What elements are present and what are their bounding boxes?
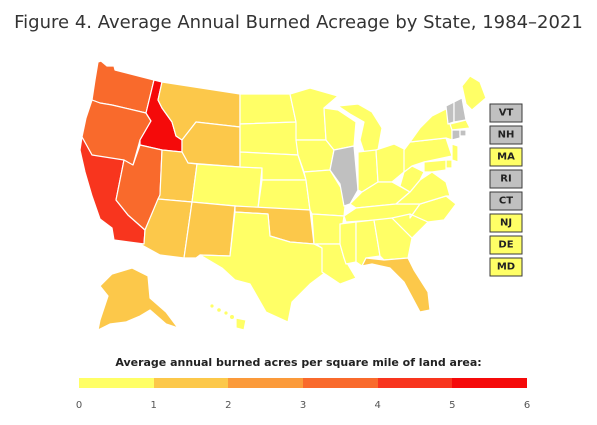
small-state-label: DE: [498, 240, 513, 251]
small-state-label: MA: [497, 152, 515, 163]
small-state-box-CT[interactable]: CT: [489, 191, 523, 211]
chart-title: Figure 4. Average Annual Burned Acreage …: [14, 12, 583, 33]
legend-seg: [377, 378, 453, 388]
state-FL[interactable]: [361, 257, 431, 313]
small-state-boxes: VT NH MA RI CT NJ DE MD: [489, 103, 523, 277]
state-DE[interactable]: [445, 159, 453, 169]
state-CO[interactable]: [191, 163, 263, 209]
state-AK[interactable]: [97, 267, 179, 331]
state-WY[interactable]: [181, 121, 241, 168]
legend-seg: [303, 378, 378, 388]
state-OH[interactable]: [375, 143, 407, 183]
small-state-box-MA[interactable]: MA: [489, 147, 523, 167]
legend-tick-label: 6: [523, 400, 531, 411]
state-NJ[interactable]: [451, 143, 459, 163]
small-state-label: NJ: [500, 218, 512, 229]
insets-layer: [97, 267, 247, 331]
state-SD[interactable]: [239, 121, 299, 156]
state-RI[interactable]: [459, 129, 467, 137]
small-state-box-NJ[interactable]: NJ: [489, 213, 523, 233]
legend-tick-label: 4: [374, 400, 381, 411]
state-TX[interactable]: [199, 211, 327, 323]
legend-title: Average annual burned acres per square m…: [115, 356, 482, 369]
state-IA[interactable]: [295, 139, 335, 173]
small-state-label: NH: [498, 130, 515, 141]
legend-tick-label: 2: [225, 400, 232, 411]
small-state-box-MD[interactable]: MD: [489, 257, 523, 277]
small-state-box-VT[interactable]: VT: [489, 103, 523, 123]
small-state-box-DE[interactable]: DE: [489, 235, 523, 255]
legend-seg: [452, 378, 528, 388]
state-AR[interactable]: [311, 213, 345, 245]
small-state-label: MD: [497, 262, 515, 273]
state-HI[interactable]: [209, 303, 247, 331]
legend-seg: [228, 378, 304, 388]
state-ME[interactable]: [461, 75, 487, 111]
small-state-label: RI: [500, 174, 511, 185]
state-IL[interactable]: [329, 145, 359, 207]
legend-tick-label: 1: [150, 400, 157, 411]
legend-tick-label: 0: [75, 400, 83, 411]
state-NY[interactable]: [409, 107, 453, 143]
legend-color-bar: [79, 378, 528, 388]
state-CT[interactable]: [451, 129, 461, 141]
state-NH[interactable]: [453, 97, 467, 123]
small-state-label: VT: [499, 108, 514, 119]
legend-seg: [153, 378, 229, 388]
legend-tick-label: 5: [449, 400, 456, 411]
state-AZ[interactable]: [139, 198, 193, 259]
state-MD[interactable]: [423, 159, 447, 173]
state-VT[interactable]: [445, 101, 455, 125]
small-state-label: CT: [499, 196, 513, 207]
small-state-box-NH[interactable]: NH: [489, 125, 523, 145]
small-state-box-RI[interactable]: RI: [489, 169, 523, 189]
state-KS[interactable]: [257, 179, 311, 211]
legend-tick-label: 3: [299, 400, 307, 411]
state-NM[interactable]: [183, 201, 236, 259]
states-layer: [79, 60, 487, 323]
legend-seg: [79, 378, 154, 388]
state-MA[interactable]: [449, 119, 471, 131]
state-ND[interactable]: [239, 93, 297, 125]
